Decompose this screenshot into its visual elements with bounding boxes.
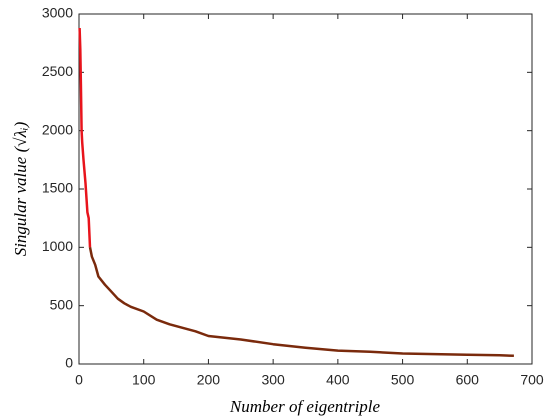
y-tick-label: 0: [65, 355, 73, 371]
y-tick-label: 2000: [42, 121, 73, 137]
x-tick-label: 500: [391, 372, 415, 388]
x-axis-label: Number of eigentriple: [229, 397, 381, 416]
plot-frame: [78, 13, 533, 365]
y-tick-label: 1000: [42, 238, 73, 254]
y-tick-label: 500: [50, 296, 74, 312]
y-tick-label: 3000: [42, 5, 73, 21]
x-tick-label: 600: [456, 372, 480, 388]
x-tick-label: 300: [261, 372, 285, 388]
y-tick-label: 2500: [42, 63, 73, 79]
x-tick-label: 700: [520, 372, 544, 388]
x-tick-label: 400: [326, 372, 350, 388]
x-tick-label: 100: [132, 372, 156, 388]
data-line: [88, 247, 514, 358]
data-line: [78, 27, 92, 248]
y-tick-label: 1500: [42, 180, 73, 196]
x-tick-label: 200: [197, 372, 221, 388]
y-axis-label: Singular value (√λᵢ): [11, 121, 30, 256]
x-tick-label: 0: [75, 372, 83, 388]
